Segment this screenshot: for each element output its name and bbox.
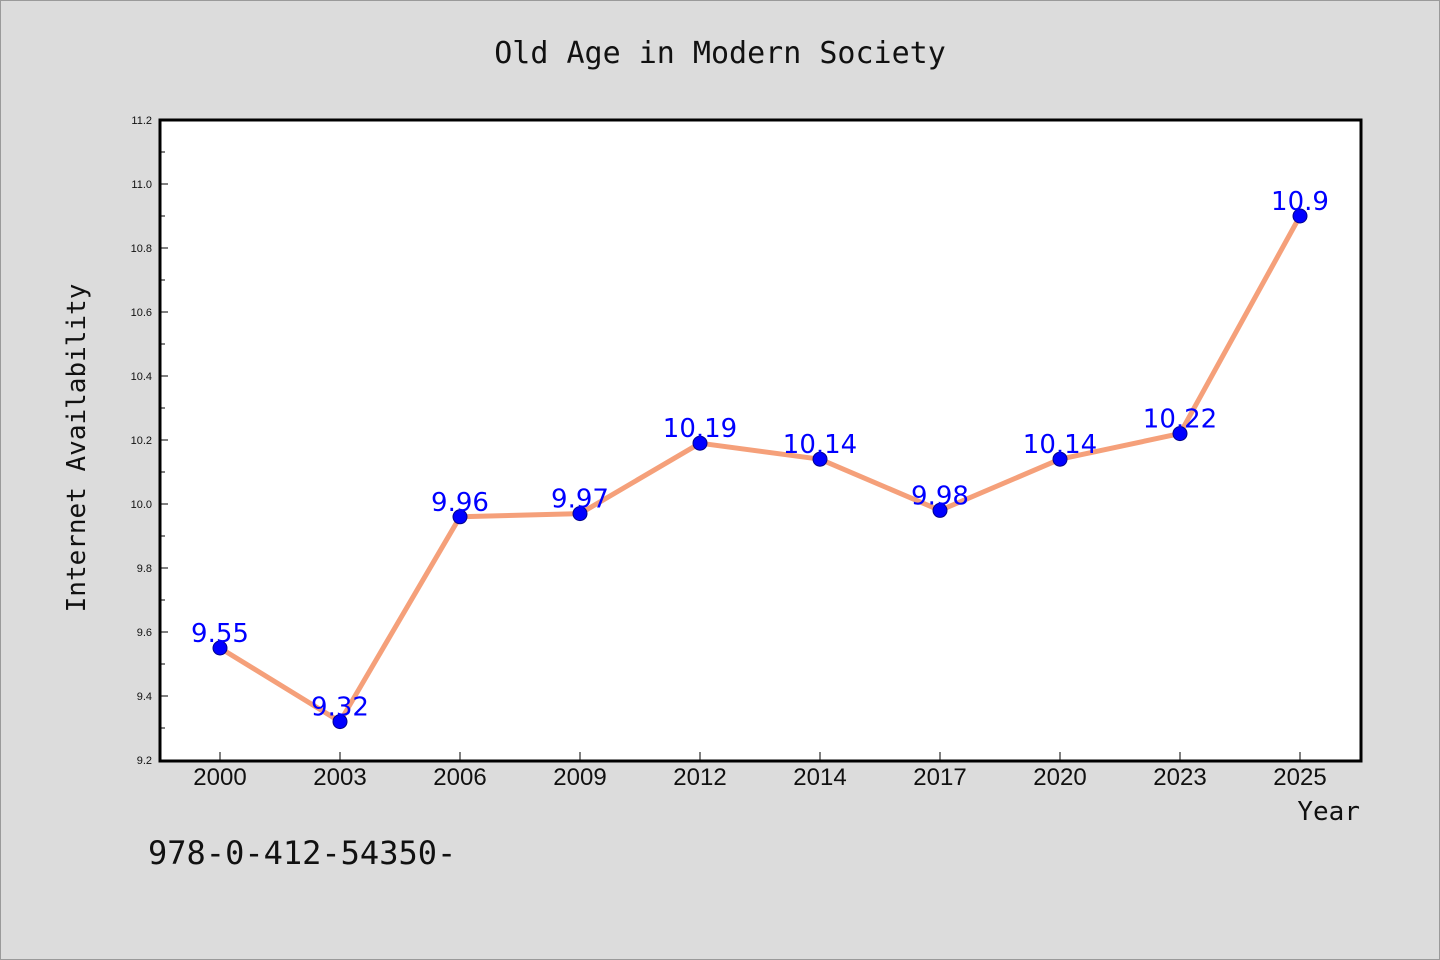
data-label: 10.19 — [663, 414, 737, 444]
x-tick-label: 2009 — [553, 764, 606, 791]
y-tick-label: 9.6 — [137, 627, 152, 639]
data-point — [212, 640, 228, 656]
data-point — [1292, 208, 1308, 224]
y-tick-label: 10.2 — [131, 435, 152, 447]
y-tick-label: 10.4 — [131, 371, 152, 383]
data-label: 9.98 — [911, 481, 969, 511]
chart-title: Old Age in Modern Society — [494, 36, 946, 71]
data-label: 10.14 — [1023, 430, 1097, 460]
data-point — [1052, 451, 1068, 467]
y-tick-label: 11.0 — [131, 179, 152, 191]
data-point — [572, 506, 588, 522]
data-label: 10.9 — [1271, 187, 1329, 217]
x-axis: 2000 2003 2006 2009 2012 2014 2017 2020 2023 2025 — [193, 752, 1327, 791]
x-tick-label: 2012 — [673, 764, 726, 791]
data-point — [332, 714, 348, 730]
x-tick-label: 2020 — [1033, 764, 1086, 791]
data-label: 10.14 — [783, 430, 857, 460]
y-tick-label: 9.2 — [137, 755, 152, 767]
data-label: 9.97 — [551, 485, 609, 515]
x-tick-label: 2025 — [1273, 764, 1326, 791]
x-tick-label: 2003 — [313, 764, 366, 791]
data-point — [1172, 426, 1188, 442]
x-axis-label: Year — [1297, 797, 1360, 827]
data-point — [452, 509, 468, 525]
y-tick-label: 10.6 — [131, 307, 152, 319]
x-tick-label: 2014 — [793, 764, 846, 791]
y-tick-label: 10.0 — [131, 499, 152, 511]
data-point — [932, 502, 948, 518]
x-tick-label: 2006 — [433, 764, 486, 791]
data-label: 10.22 — [1143, 405, 1217, 435]
y-tick-label: 11.2 — [131, 115, 152, 127]
plot-area — [158, 118, 1363, 763]
data-label: 9.96 — [431, 488, 489, 518]
y-tick-label: 9.4 — [137, 691, 152, 703]
series-group: 9.55 9.32 9.96 9.97 10.19 10.14 9.98 10.14 10.22… — [191, 187, 1329, 730]
data-label: 9.32 — [311, 693, 369, 723]
series-line — [218, 214, 1303, 725]
x-tick-label: 2000 — [193, 764, 246, 791]
data-point — [692, 435, 708, 451]
y-axis-label: Internet Availability — [62, 284, 92, 613]
y-tick-label: 9.8 — [137, 563, 152, 575]
y-tick-label: 10.8 — [131, 243, 152, 255]
x-tick-label: 2023 — [1153, 764, 1206, 791]
data-label: 9.55 — [191, 619, 249, 649]
y-axis: 9.2 9.4 9.6 9.8 10.0 10.2 10.4 10.6 10.8 11.0 11.2 — [131, 115, 168, 767]
data-point — [812, 451, 828, 467]
x-tick-label: 2017 — [913, 764, 966, 791]
footer-isbn: 978-0-412-54350- — [148, 834, 456, 872]
